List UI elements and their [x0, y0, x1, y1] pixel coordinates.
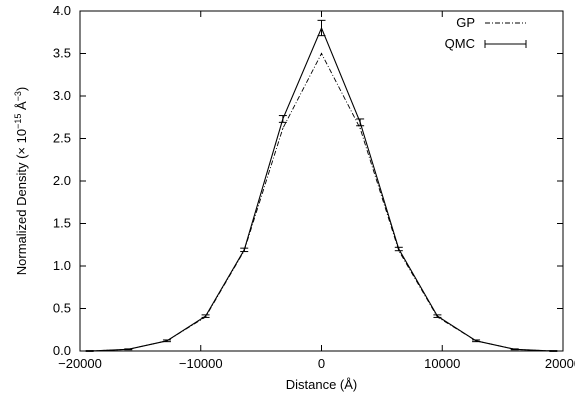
x-axis-title: Distance (Å) — [286, 377, 358, 392]
y-axis-title-part: Å — [14, 101, 29, 114]
data-point — [282, 127, 284, 129]
error-bar — [162, 339, 171, 343]
error-bar — [124, 348, 133, 351]
y-tick-label: 1.5 — [53, 216, 71, 231]
series-line-gp — [89, 52, 554, 352]
y-tick-label: 4.0 — [53, 3, 71, 18]
y-tick-label: 2.0 — [53, 173, 71, 188]
y-tick-label: 3.0 — [53, 88, 71, 103]
plot-axes: −20000 −10000 0 10000 20000 0.0 0.5 1.0 1.5 2.0 2.… — [53, 3, 575, 371]
legend: GP QMC — [445, 15, 527, 51]
y-tick-label: 0.0 — [53, 343, 71, 358]
x-tick-label: −10000 — [179, 356, 223, 371]
x-tick-label: −20000 — [58, 356, 102, 371]
y-axis-title-part: ) — [14, 87, 29, 91]
error-bar — [240, 247, 249, 253]
data-point — [320, 52, 323, 55]
error-bar — [356, 118, 365, 127]
data-point — [359, 127, 361, 129]
series-layer — [85, 19, 558, 352]
y-axis-title-exponent: −3 — [13, 91, 23, 101]
error-bar — [394, 246, 403, 252]
error-bar — [278, 115, 287, 123]
error-bar — [433, 314, 442, 318]
y-tick-label: 2.5 — [53, 131, 71, 146]
plot-frame — [79, 10, 564, 352]
error-bar — [85, 350, 94, 352]
series-line-qmc — [89, 26, 554, 352]
y-axis-title-exponent: −15 — [13, 114, 23, 129]
legend-label-qmc: QMC — [445, 36, 475, 51]
error-bar — [549, 350, 558, 352]
error-bar — [317, 19, 326, 37]
y-tick-label: 3.5 — [53, 46, 71, 61]
x-tick-label: 0 — [318, 356, 325, 371]
error-bar — [201, 314, 210, 318]
y-tick-label: 1.0 — [53, 258, 71, 273]
y-tick-label: 0.5 — [53, 301, 71, 316]
x-tick-label: 10000 — [424, 356, 460, 371]
error-bar — [510, 348, 519, 351]
y-axis-title: Normalized Density (× 10−15 Å−3) — [13, 87, 29, 276]
x-tick-label: 20000 — [545, 356, 575, 371]
y-axis-title-part: Normalized Density (× 10 — [14, 129, 29, 275]
legend-label-gp: GP — [456, 15, 475, 30]
error-bar — [472, 339, 481, 343]
